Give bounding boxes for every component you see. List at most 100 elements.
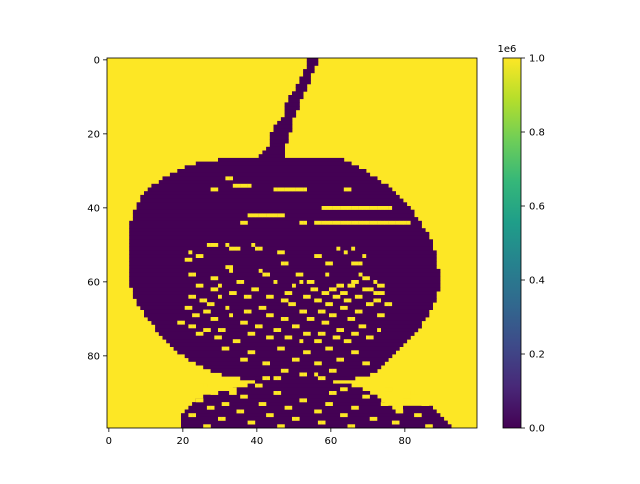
hole-cell (347, 220, 352, 225)
hole-cell (343, 305, 348, 310)
hole-cell (210, 276, 215, 281)
hole-cell (332, 368, 337, 373)
hole-cell (362, 394, 367, 399)
hole-cell (358, 324, 363, 329)
hole-cell (203, 424, 208, 429)
hole-cell (321, 309, 326, 314)
hole-cell (366, 394, 370, 399)
shape-cell-run (295, 87, 308, 92)
hole-cell (232, 387, 237, 392)
hole-cell (340, 291, 344, 295)
hole-cell (329, 302, 333, 307)
hole-cell (206, 424, 211, 429)
hole-cell (277, 391, 282, 395)
shape-cell-run (132, 294, 437, 299)
shape-cell-run (129, 272, 441, 277)
hole-cell (229, 313, 233, 318)
hole-cell (351, 261, 356, 266)
shape-cell-run (155, 328, 419, 333)
hole-cell (373, 206, 378, 210)
hole-cell (329, 346, 333, 351)
shape-cell-run (129, 239, 433, 244)
hole-cell (317, 339, 322, 344)
hole-cell (425, 402, 430, 406)
hole-cell (321, 320, 326, 325)
shape-cell-run (195, 361, 385, 366)
hole-cell (188, 294, 193, 299)
x-tick-label: 60 (324, 436, 337, 447)
hole-cell (240, 394, 245, 399)
hole-cell (366, 206, 370, 210)
hole-cell (343, 187, 348, 192)
hole-cell (343, 413, 348, 418)
hole-cell (329, 402, 333, 406)
hole-cell (280, 317, 285, 321)
hole-cell (210, 243, 215, 247)
hole-cell (184, 305, 189, 310)
shape-cell-run (221, 372, 371, 377)
shape-cell-run (403, 405, 433, 410)
shape-cell-run (288, 98, 300, 103)
hole-cell (243, 294, 248, 299)
hole-cell (395, 220, 400, 225)
hole-cell (377, 313, 381, 318)
hole-cell (325, 272, 330, 277)
hole-cell (362, 254, 367, 258)
shape-cell-run (129, 254, 437, 259)
hole-cell (321, 291, 326, 295)
hole-cell (266, 376, 270, 381)
hole-cell (184, 257, 189, 262)
shape-cell-run (232, 387, 363, 392)
hole-cell (354, 309, 359, 314)
hole-cell (340, 387, 344, 392)
hole-cell (347, 187, 352, 192)
hole-cell (177, 320, 182, 325)
shape-cell-run (269, 132, 289, 137)
hole-cell (369, 416, 374, 421)
shape-cell-run (277, 120, 293, 125)
hole-cell (395, 420, 400, 425)
shape-cell-run (299, 76, 311, 81)
shape-cell-run (129, 231, 430, 236)
hole-cell (262, 402, 267, 406)
hole-cell (332, 335, 337, 340)
hole-cell (292, 324, 296, 329)
hole-cell (299, 220, 304, 225)
hole-cell (251, 243, 256, 247)
hole-cell (221, 416, 226, 421)
shape-cell-run (218, 157, 345, 162)
hole-cell (425, 424, 430, 429)
hole-cell (251, 420, 256, 425)
shape-cell-run (129, 220, 422, 225)
hole-cell (195, 331, 200, 336)
hole-cell (266, 272, 270, 277)
hole-cell (388, 387, 393, 392)
hole-cell (362, 206, 367, 210)
hole-cell (225, 243, 230, 247)
hole-cell (221, 346, 226, 351)
hole-cell (421, 402, 426, 406)
hole-cell (243, 357, 248, 362)
hole-cell (358, 261, 363, 266)
hole-cell (325, 220, 330, 225)
hole-cell (214, 335, 219, 340)
hole-cell (280, 213, 285, 218)
hole-cell (218, 416, 222, 421)
hole-cell (203, 309, 208, 314)
hole-cell (273, 376, 278, 381)
shape-cell-run (132, 217, 419, 222)
hole-cell (325, 206, 330, 210)
shape-cell-run (181, 424, 452, 429)
hole-cell (317, 331, 322, 336)
hole-cell (199, 254, 204, 258)
hole-cell (229, 265, 233, 270)
shape-cell-run (292, 91, 304, 96)
hole-cell (336, 294, 341, 299)
hole-cell (280, 250, 285, 255)
hole-cell (284, 335, 289, 340)
hole-cell (284, 317, 289, 321)
shape-cell-run (303, 69, 315, 74)
hole-cell (303, 398, 307, 403)
hole-cell (232, 291, 237, 295)
x-tick-label: 0 (106, 436, 112, 447)
